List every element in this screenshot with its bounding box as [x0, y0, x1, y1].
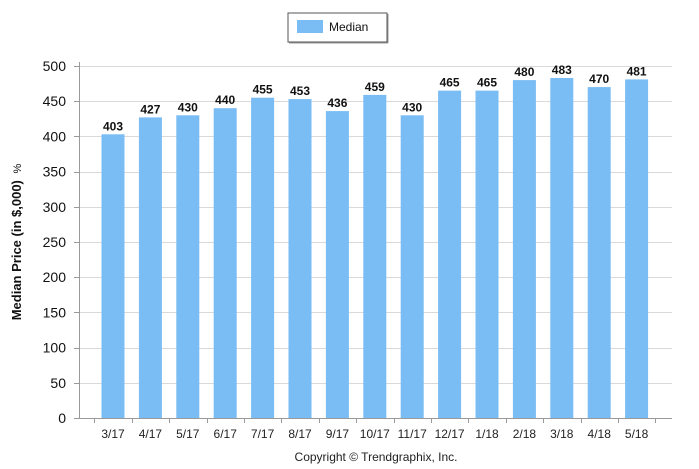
y-tick-label: 400 [43, 128, 67, 144]
bar-5-17 [176, 115, 200, 419]
bar-9-17 [325, 111, 349, 418]
bar-5-18 [625, 79, 649, 419]
axes [74, 62, 672, 423]
x-tick-label: 1/18 [475, 427, 499, 441]
data-label-3-18: 483 [552, 63, 572, 77]
x-tick-label: 6/17 [214, 427, 238, 441]
bars [101, 78, 649, 419]
x-tick-label: 11/17 [398, 427, 427, 441]
x-tick-label: 8/17 [288, 427, 312, 441]
bar-4-18 [587, 87, 611, 418]
y-axis-title-text: Median Price (in $,000) [9, 180, 24, 320]
y-tick-label: 350 [43, 164, 67, 180]
x-tick-label: 12/17 [435, 427, 465, 441]
x-tick-label: 3/17 [101, 427, 125, 441]
y-tick-label: 100 [43, 340, 67, 356]
bar-10-17 [363, 94, 387, 419]
x-tick-label: 10/17 [360, 427, 390, 441]
legend-swatch-median [297, 20, 323, 33]
data-label-3-17: 403 [103, 119, 123, 133]
x-tick-label: 3/18 [550, 427, 574, 441]
x-tick-label: 7/17 [251, 427, 275, 441]
y-tick-label: 500 [43, 58, 67, 74]
bar-11-17 [400, 115, 424, 419]
y-tick-label: 250 [43, 234, 67, 250]
bar-7-17 [251, 97, 275, 418]
y-tick-label: 200 [43, 269, 67, 285]
y-axis-title-group: Median Price (in $,000) % [9, 163, 24, 320]
x-tick-label: 2/18 [513, 427, 537, 441]
y-tick-label: 150 [43, 304, 67, 320]
y-axis-title: Median Price (in $,000) % [9, 163, 24, 320]
y-tick-label: 450 [43, 93, 67, 109]
bar-1-18 [475, 90, 499, 418]
y-axis-title-suffix: % [12, 163, 24, 173]
bar-2-18 [512, 80, 536, 418]
data-label-1-18: 465 [477, 76, 497, 90]
bar-8-17 [288, 99, 312, 418]
y-tick-label: 0 [58, 410, 66, 426]
bar-3-17 [101, 134, 125, 419]
x-tick-label: 5/17 [176, 427, 200, 441]
data-label-6-17: 440 [215, 93, 235, 107]
data-label-2-18: 480 [514, 65, 534, 79]
y-tick-label: 50 [50, 375, 66, 391]
data-label-5-17: 430 [178, 100, 198, 114]
data-label-4-18: 470 [589, 72, 609, 86]
copyright-footer: Copyright © Trendgraphix, Inc. [295, 450, 458, 464]
legend: Median [287, 12, 389, 44]
data-label-11-17: 430 [402, 100, 422, 114]
bar-3-18 [550, 78, 574, 418]
x-tick-labels: 3/17 4/17 5/17 6/17 7/17 8/17 9/17 10/17 11/17 12… [101, 427, 648, 441]
bar-6-17 [213, 108, 237, 418]
data-label-12-17: 465 [440, 76, 460, 90]
bar-4-17 [138, 117, 162, 419]
data-label-4-17: 427 [140, 102, 160, 116]
data-label-7-17: 455 [253, 83, 273, 97]
x-tick-label: 9/17 [326, 427, 350, 441]
legend-label-median: Median [329, 20, 368, 34]
y-tick-label: 300 [43, 199, 67, 215]
x-tick-label: 4/18 [588, 427, 612, 441]
data-label-8-17: 453 [290, 84, 310, 98]
x-tick-label: 5/18 [625, 427, 649, 441]
data-labels: 403 427 430 440 455 453 436 459 430 465 465 480 483 4… [103, 63, 647, 133]
data-label-5-18: 481 [627, 64, 647, 78]
data-label-9-17: 436 [327, 96, 347, 110]
bar-12-17 [438, 90, 462, 418]
y-tick-labels: 0 50 100 150 200 250 300 350 400 450 500 [43, 58, 67, 426]
data-label-10-17: 459 [365, 80, 385, 94]
x-tick-label: 4/17 [139, 427, 163, 441]
